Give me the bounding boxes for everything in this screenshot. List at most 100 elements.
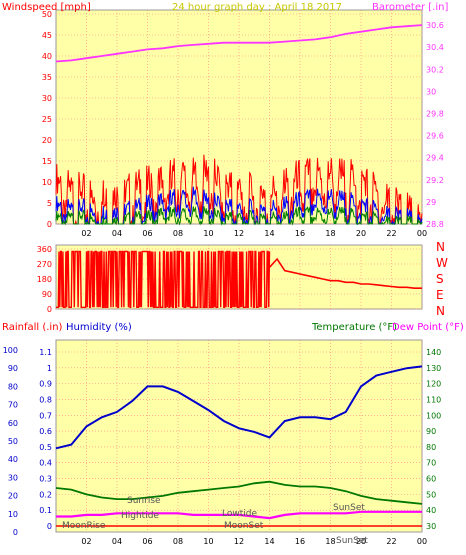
direction-series-dense bbox=[56, 250, 271, 308]
temperature-series bbox=[55, 480, 423, 505]
rain-y-tick: 1.1 bbox=[39, 348, 52, 357]
humidity-y-tick: 60 bbox=[8, 419, 18, 428]
time-tick-label: 00 bbox=[417, 537, 427, 546]
time-tick-label: 14 bbox=[264, 229, 274, 238]
rain-y-tick: 0.7 bbox=[39, 411, 52, 420]
windspeed-label: Windspeed [mph] bbox=[2, 2, 91, 13]
time-tick-label: 06 bbox=[142, 537, 152, 546]
humidity-y-tick: 100 bbox=[3, 346, 18, 355]
direction-series bbox=[56, 250, 422, 308]
rain-y-tick: 0.6 bbox=[39, 427, 52, 436]
humidity-y-tick: 80 bbox=[8, 382, 18, 391]
wind-y-tick: 30 bbox=[42, 94, 52, 103]
baro-y-tick: 30.2 bbox=[426, 65, 444, 74]
baro-y-tick: 30 bbox=[426, 87, 436, 96]
time-tick-label: 02 bbox=[81, 229, 91, 238]
humidity-y-tick: 70 bbox=[8, 401, 18, 410]
wind-y-tick: 25 bbox=[42, 115, 52, 124]
time-tick-label: 18 bbox=[325, 229, 335, 238]
time-tick-label: 06 bbox=[142, 229, 152, 238]
hightide-annotation: Hightide bbox=[121, 511, 159, 521]
time-tick-label: 22 bbox=[386, 229, 396, 238]
temp-y-tick: 60 bbox=[426, 475, 436, 484]
dir-y-tick: 360 bbox=[37, 245, 52, 254]
time-tick-label: 04 bbox=[112, 229, 122, 238]
rain-y-tick: 0.9 bbox=[39, 380, 52, 389]
wind-y-tick: 0 bbox=[47, 220, 52, 229]
baro-y-tick: 29.2 bbox=[426, 176, 444, 185]
baro-y-tick: 29.4 bbox=[426, 154, 444, 163]
temp-y-tick: 40 bbox=[426, 506, 436, 515]
wind-series bbox=[55, 24, 423, 226]
temp-y-tick: 120 bbox=[426, 380, 441, 389]
moonrise-annotation: MoonRise bbox=[62, 521, 106, 531]
dir-y-tick: 270 bbox=[37, 260, 52, 269]
temperature-label: Temperature (°F) bbox=[311, 322, 397, 333]
humidity-y-tick: 20 bbox=[8, 492, 18, 501]
dir-y-tick: 90 bbox=[42, 290, 52, 299]
dir-compass-label: W bbox=[436, 256, 448, 270]
temp-y-tick: 30 bbox=[426, 522, 436, 531]
baro-y-tick: 29 bbox=[426, 198, 436, 207]
humidity-y-tick: 0 bbox=[13, 528, 18, 537]
sunset-bottom-annotation: SunSet bbox=[336, 536, 368, 546]
rain-y-tick: 1 bbox=[47, 364, 52, 373]
time-tick-label: 04 bbox=[112, 537, 122, 546]
direction-series bbox=[268, 257, 422, 290]
time-tick-label: 14 bbox=[264, 537, 274, 546]
baro-y-tick: 29.8 bbox=[426, 109, 444, 118]
time-tick-label: 02 bbox=[81, 537, 91, 546]
humidity-y-tick: 40 bbox=[8, 455, 18, 464]
temp-y-tick: 90 bbox=[426, 427, 436, 436]
time-tick-label: 22 bbox=[386, 537, 396, 546]
temp-y-tick: 80 bbox=[426, 443, 436, 452]
dewpoint-series bbox=[56, 510, 422, 520]
time-tick-label: 08 bbox=[173, 537, 183, 546]
baro-y-tick: 30.6 bbox=[426, 21, 444, 30]
wind-y-tick: 20 bbox=[42, 136, 52, 145]
wind-axes: 0 5 10 15 20 25 30 35 40 45 50 28.8 29 29.2 29.4 29.6 29… bbox=[42, 10, 444, 238]
time-tick-label: 10 bbox=[203, 229, 213, 238]
min-wind-series bbox=[55, 205, 423, 226]
rain-y-tick: 0.5 bbox=[39, 443, 52, 452]
temp-y-tick: 50 bbox=[426, 490, 436, 499]
wind-y-tick: 50 bbox=[42, 10, 52, 19]
sunrise-annotation: Sunrise bbox=[127, 496, 161, 506]
dir-compass-label: N bbox=[436, 304, 445, 318]
wind-y-tick: 35 bbox=[42, 73, 52, 82]
rain-y-tick: 0.2 bbox=[39, 490, 52, 499]
temp-y-tick: 130 bbox=[426, 364, 441, 373]
sunset-annotation: SunSet bbox=[333, 503, 365, 513]
wind-y-tick: 10 bbox=[42, 178, 52, 187]
time-tick-label: 10 bbox=[203, 537, 213, 546]
rain-y-tick: 0.4 bbox=[39, 459, 52, 468]
dir-y-tick: 0 bbox=[47, 305, 52, 314]
temp-y-tick: 100 bbox=[426, 411, 441, 420]
lowtide-annotation: Lowtide bbox=[222, 509, 257, 519]
humidity-y-tick: 50 bbox=[8, 437, 18, 446]
baro-y-tick: 28.8 bbox=[426, 220, 444, 229]
time-tick-label: 00 bbox=[417, 229, 427, 238]
temp-y-tick: 70 bbox=[426, 459, 436, 468]
rain-y-tick: 0.3 bbox=[39, 475, 52, 484]
rain-y-tick: 0.8 bbox=[39, 395, 52, 404]
graph-title: 24 hour graph day : April 18 2017 bbox=[172, 2, 342, 13]
temp-series bbox=[55, 365, 423, 527]
time-tick-label: 12 bbox=[234, 537, 244, 546]
wind-y-tick: 5 bbox=[47, 199, 52, 208]
humidity-y-tick: 90 bbox=[8, 364, 18, 373]
temp-y-tick: 110 bbox=[426, 395, 441, 404]
rainfall-label: Rainfall (.in) bbox=[2, 322, 63, 333]
dir-y-tick: 180 bbox=[37, 275, 52, 284]
time-tick-label: 12 bbox=[234, 229, 244, 238]
humidity-series bbox=[55, 365, 423, 450]
temp-y-tick: 140 bbox=[426, 348, 441, 357]
temp-axes: 010203040506070809010000.10.20.30.40.50.… bbox=[3, 346, 442, 546]
dewpoint-label: Dew Point (°F) bbox=[392, 322, 464, 333]
time-tick-label: 08 bbox=[173, 229, 183, 238]
wind-y-tick: 40 bbox=[42, 52, 52, 61]
wind-y-tick: 15 bbox=[42, 157, 52, 166]
